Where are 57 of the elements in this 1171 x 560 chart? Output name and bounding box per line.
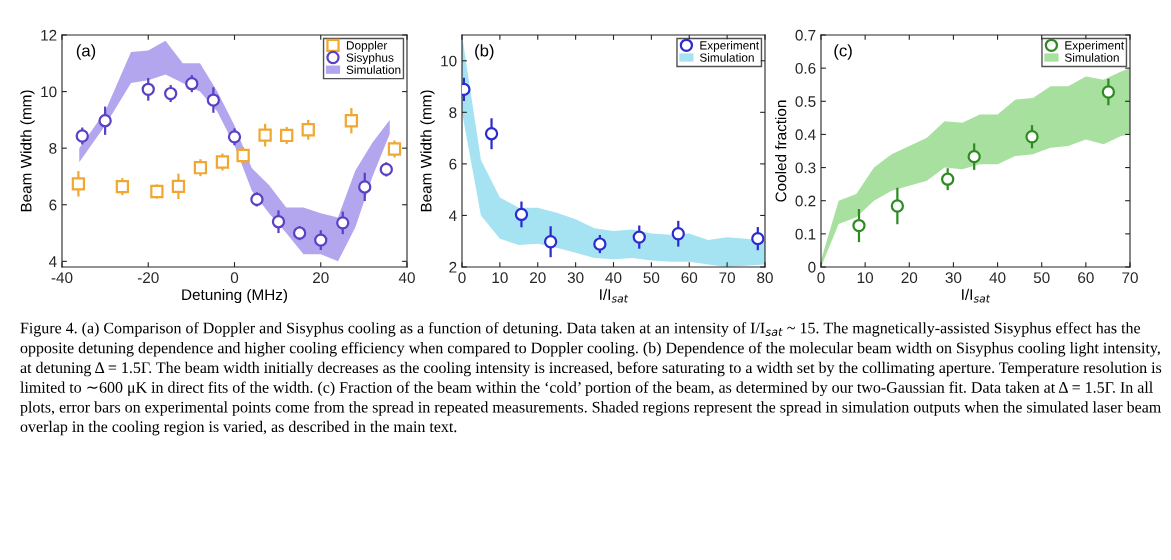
legend-label: Experiment — [1065, 40, 1125, 52]
x-tick-label: 40 — [398, 272, 415, 284]
x-axis-title: I/I$_{sat}$ — [962, 288, 991, 303]
y-axis-title: Beam Width (mm) — [20, 90, 35, 212]
x-tick-label: 80 — [757, 272, 773, 284]
legend-label: Experiment — [700, 40, 760, 52]
caption: Figure 4. (a) Comparison of Doppler and Sisyphus cooling as a function of detuning. Data taken at an intensity of I/I$_{sat}$ ~ 15. The magnetically-assisted Sisyphus effect has the opposite detuning dependence and higher cooling efficiency when compared to Doppler cooling. (b) Dependence of the molecular beam width on Sisyphus cooling light intensity, at detuning Δ = 1.5Γ. The beam width initially decreases as the cooling intensity is increased, before saturating to a width set by the collimating aperture. Temperature resolution is limited to ∼600 μK in direct fits of the width. (c) Fraction of the beam within the ‘cold’ portion of the beam, as determined by our two-Gaussian fit. Data taken at Δ = 1.5Γ. In all plots, error bars on experimental points come from the spread in repeated measurements. Shaded regions represent the spread in simulation outputs when the simulated laser beam overlap in the cooling region is varied, as described in the main text. — [20, 322, 1162, 436]
y-tick-label: 0.1 — [795, 228, 816, 240]
y-tick-label: 0.4 — [795, 129, 816, 141]
y-tick-label: 12 — [41, 29, 57, 41]
x-tick-label: 30 — [945, 272, 962, 284]
legend-label: Simulation — [346, 65, 401, 74]
x-tick-label: 30 — [567, 272, 584, 284]
legend-label: Sisyphus — [346, 53, 394, 65]
annotation: (c) — [834, 44, 852, 60]
y-tick-label: 0.5 — [795, 96, 816, 107]
x-tick-label: 0 — [458, 272, 466, 284]
x-tick-label: 20 — [530, 272, 546, 284]
y-tick-label: 0.3 — [795, 162, 816, 174]
y-tick-label: 6 — [49, 199, 57, 211]
y-tick-label: 8 — [49, 143, 57, 154]
x-axis-title: I/I$_{sat}$ — [600, 288, 629, 303]
x-tick-label: -40 — [51, 272, 73, 284]
y-tick-label: 4 — [48, 256, 57, 267]
y-tick-label: 6 — [449, 158, 457, 170]
x-tick-label: 20 — [313, 272, 329, 284]
y-tick-label: 0.2 — [795, 195, 816, 207]
legend-label: Doppler — [346, 40, 388, 52]
y-tick-label: 4 — [448, 210, 457, 221]
x-tick-label: 0 — [817, 272, 825, 284]
annotation: (b) — [475, 44, 494, 60]
x-tick-label: 40 — [605, 272, 622, 284]
x-tick-label: 60 — [681, 272, 698, 284]
legend-label: Simulation — [1064, 53, 1119, 62]
y-tick-label: 0 — [808, 261, 816, 273]
y-tick-label: 10 — [441, 55, 457, 67]
y-tick-label: 8 — [449, 107, 457, 119]
legend-label: Simulation — [699, 53, 754, 62]
y-tick-label: 10 — [41, 86, 57, 98]
x-axis-title: Detuning (MHz) — [182, 288, 288, 304]
x-tick-label: 70 — [719, 272, 736, 284]
y-tick-label: 0.7 — [795, 29, 816, 41]
x-tick-label: 60 — [1078, 272, 1094, 284]
y-axis-title: Cooled fraction — [775, 100, 787, 202]
x-tick-label: 10 — [857, 272, 874, 284]
y-axis-title: Beam Width (mm) — [420, 90, 435, 212]
x-tick-label: 20 — [901, 272, 918, 284]
x-tick-label: 40 — [989, 272, 1006, 284]
x-tick-label: 50 — [1033, 272, 1050, 284]
x-tick-label: -20 — [137, 272, 159, 284]
x-tick-label: 10 — [492, 272, 508, 284]
annotation: (a) — [76, 44, 96, 60]
x-tick-label: 0 — [230, 272, 239, 284]
x-tick-label: 70 — [1122, 272, 1138, 284]
y-tick-label: 0.6 — [795, 63, 816, 74]
x-tick-label: 50 — [643, 272, 660, 284]
y-tick-label: 2 — [449, 261, 457, 273]
